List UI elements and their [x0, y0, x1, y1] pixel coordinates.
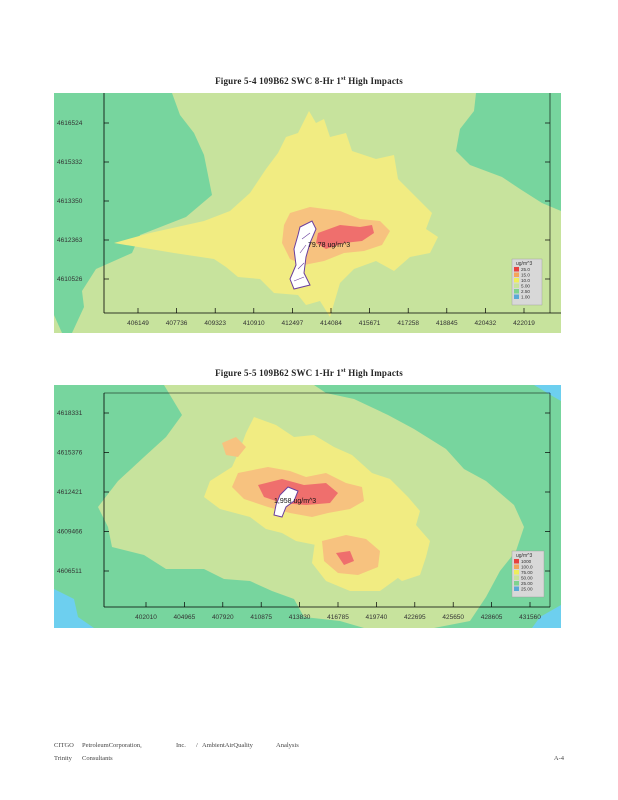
x-tick-label: 422695 — [404, 614, 426, 621]
x-tick-label: 410875 — [250, 614, 272, 621]
legend-label: 10.0 — [521, 278, 530, 283]
legend-swatch — [514, 559, 519, 564]
legend-label: 100.0 — [521, 565, 533, 570]
figure-title: Figure 5-5 109B62 SWC 1-Hr 1st High Impa… — [215, 368, 403, 378]
y-tick-label: 4612363 — [57, 237, 83, 244]
x-tick-label: 417258 — [397, 320, 419, 327]
footer-separator: / — [196, 742, 198, 749]
legend-label: 15.0 — [521, 273, 530, 278]
footer-report: AmbientAirQuality — [202, 742, 253, 749]
legend-title: ug/m^3 — [516, 553, 532, 559]
legend-label: 1000 — [521, 559, 532, 564]
facility-outline — [289, 220, 317, 290]
peak-value-label: 79.78 ug/m^3 — [308, 242, 350, 249]
x-tick-label: 409323 — [204, 320, 226, 327]
y-tick-label: 4613350 — [57, 198, 83, 205]
legend-label: 25.0 — [521, 267, 530, 272]
x-tick-label: 415671 — [359, 320, 381, 327]
legend-label: 2.50 — [521, 289, 530, 294]
contour-band-mid — [114, 111, 438, 317]
facility-outline — [273, 486, 299, 518]
x-tick-label: 414084 — [320, 320, 342, 327]
contour-band-peak — [316, 225, 374, 249]
y-tick-label: 4615332 — [57, 159, 83, 166]
legend-swatch — [514, 564, 519, 569]
x-tick-label: 404965 — [174, 614, 196, 621]
footer: CITGO PetroleumCorporation, Inc. / Ambie… — [54, 742, 564, 772]
x-tick-label: 416785 — [327, 614, 349, 621]
x-tick-label: 402010 — [135, 614, 157, 621]
page-number: A-4 — [553, 755, 564, 762]
legend-swatch — [514, 278, 519, 283]
x-tick-label: 407920 — [212, 614, 234, 621]
contour-plot: 4618331 4615376 4612421 4609466 4606511 4020… — [54, 385, 561, 628]
legend-label: 5.00 — [521, 284, 530, 289]
figure-title: Figure 5-4 109B62 SWC 8-Hr 1st High Impa… — [215, 76, 403, 86]
legend-swatch — [514, 289, 519, 294]
legend-swatch — [514, 575, 519, 580]
footer-company: CITGO — [54, 742, 74, 749]
x-tick-label: 407736 — [166, 320, 188, 327]
footer-report: Analysis — [276, 742, 299, 749]
x-tick-label: 406149 — [127, 320, 149, 327]
x-tick-label: 425650 — [442, 614, 464, 621]
x-tick-label: 428605 — [481, 614, 503, 621]
y-tick-label: 4618331 — [57, 410, 83, 417]
y-tick-label: 4612421 — [57, 489, 83, 496]
y-tick-label: 4606511 — [57, 568, 82, 575]
footer-company: PetroleumCorporation, — [82, 742, 142, 749]
contour-map: 4618331 4615376 4612421 4609466 4606511 4020… — [54, 385, 561, 628]
x-tick-label: 412497 — [282, 320, 304, 327]
legend-swatch — [514, 272, 519, 277]
x-tick-label: 413830 — [289, 614, 311, 621]
x-tick-label: 431560 — [519, 614, 541, 621]
legend-swatch — [514, 570, 519, 575]
legend-title: ug/m^3 — [516, 261, 532, 267]
x-tick-label: 410910 — [243, 320, 265, 327]
x-tick-label: 422019 — [513, 320, 535, 327]
contour-plot: 4616524 4615332 4613350 4612363 4610526 4061… — [54, 93, 561, 333]
legend-swatch — [514, 586, 519, 591]
y-tick-label: 4616524 — [57, 120, 83, 127]
legend-label: 25.00 — [521, 581, 533, 586]
y-tick-label: 4610526 — [57, 276, 83, 283]
legend-label: 25.00 — [521, 587, 533, 592]
legend-swatch — [514, 581, 519, 586]
footer-firm: Consultants — [82, 755, 113, 762]
x-tick-label: 418845 — [436, 320, 458, 327]
contour-map: 4616524 4615332 4613350 4612363 4610526 4061… — [54, 93, 561, 333]
legend-swatch — [514, 294, 519, 299]
x-tick-label: 419740 — [366, 614, 388, 621]
legend-label: 1.00 — [521, 295, 530, 300]
map-legend: ug/m^3 25.015.010.05.002.501.00 — [511, 258, 543, 306]
legend-swatch — [514, 267, 519, 272]
peak-value-label: 1,958 ug/m^3 — [274, 498, 316, 505]
legend-label: 50.00 — [521, 576, 533, 581]
footer-firm: Trinity — [54, 755, 72, 762]
y-tick-label: 4609466 — [57, 529, 83, 536]
legend-label: 75.00 — [521, 570, 533, 575]
y-tick-label: 4615376 — [57, 450, 83, 457]
legend-swatch — [514, 283, 519, 288]
x-tick-label: 420432 — [475, 320, 497, 327]
footer-company: Inc. — [176, 742, 186, 749]
